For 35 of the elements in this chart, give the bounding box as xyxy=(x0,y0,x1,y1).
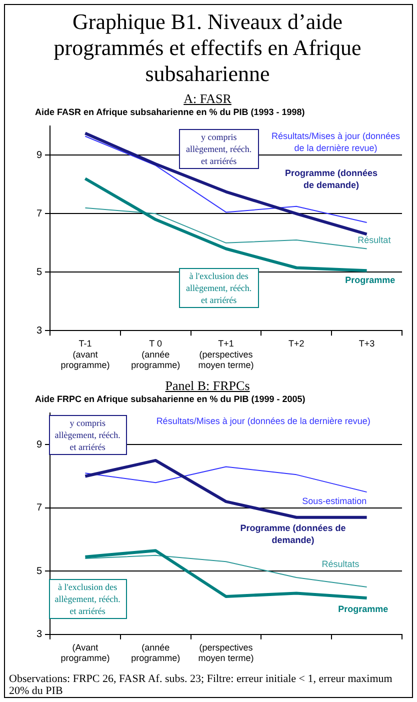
chart-subtitle: A: FASR xyxy=(182,91,232,107)
annotation: à l'exclusion des allègement, rééch. et arriérés xyxy=(178,268,259,308)
series-label: Programme xyxy=(344,274,396,286)
chart-subtitle: Aide FRPC en Afrique subsaharienne en % du PIB (1999 - 2005) xyxy=(34,394,306,404)
x-tick-label: T 0 (année programme) xyxy=(131,338,180,370)
x-tick-label: T-1 (avant programme) xyxy=(60,338,110,370)
y-tick-label: 7 xyxy=(36,502,42,514)
annotation: à l'exclusion des allègement, rééch. et arriérés xyxy=(48,579,127,620)
chart-title: Panel B: FRPCs xyxy=(164,378,251,394)
annotation: Sous-estimation xyxy=(301,495,368,508)
text: Résultats/Mises à jour (données de la dernière revue) xyxy=(155,414,372,427)
x-tick-label: (Avant programme) xyxy=(60,642,110,664)
y-tick-label: 5 xyxy=(36,266,42,278)
y-tick-label: 5 xyxy=(36,566,42,577)
text: Résultats/Mises à jour (données de la dernière revue) xyxy=(270,130,402,154)
y-tick-label: 7 xyxy=(36,208,42,220)
x-tick-label: (année programme) xyxy=(131,642,180,664)
annotation: y compris allègement, rééch. et arriérés xyxy=(178,128,259,169)
series-label: Résultats xyxy=(320,558,360,570)
annotation: y compris allègement, rééch. et arriérés xyxy=(48,414,127,455)
y-tick-label: 3 xyxy=(36,325,42,336)
series-label: Résultat xyxy=(356,234,392,246)
text: Programme (données de demande) xyxy=(284,166,379,191)
x-tick-label: T+2 xyxy=(288,338,304,348)
x-tick-label: T+3 xyxy=(358,338,375,348)
x-tick-label: (perspectives moyen terme) xyxy=(198,642,254,664)
text: Aide FASR en Afrique subsaharienne en % du PIB (1993 - 1998) xyxy=(34,107,306,117)
y-tick-label: 9 xyxy=(36,150,42,161)
chart-title: Graphique B1. Niveaux d’aide programmés et effectifs en Afrique subsaharienne xyxy=(52,8,362,88)
series-label: Programme (données de demande) xyxy=(239,522,347,546)
y-tick-label: 3 xyxy=(36,629,42,640)
y-tick-label: 9 xyxy=(36,439,42,450)
text: Observations: FRPC 26, FASR Af. subs. 23; Filtre: erreur initiale < 1, erreur maximum 20% du PIB xyxy=(8,672,394,697)
x-tick-label: T+1 (perspectives moyen terme) xyxy=(198,338,254,370)
series-label: Programme xyxy=(337,602,390,615)
